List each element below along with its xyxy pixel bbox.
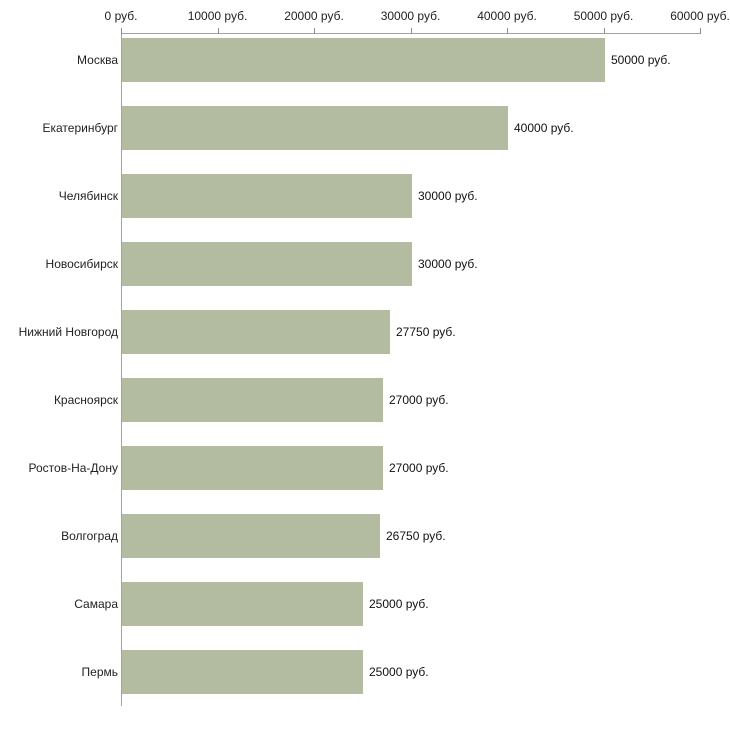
bar	[122, 106, 508, 150]
category-label: Москва	[77, 53, 118, 67]
x-tick-label: 20000 руб.	[284, 9, 344, 23]
category-label: Пермь	[81, 665, 118, 679]
value-label: 25000 руб.	[369, 665, 429, 679]
category-label: Красноярск	[53, 393, 118, 407]
x-tick-mark	[121, 28, 122, 34]
x-tick-mark	[217, 28, 219, 34]
x-tick-mark	[507, 28, 508, 34]
bar	[122, 174, 412, 218]
x-tick-label: 10000 руб.	[187, 9, 248, 23]
bar	[122, 310, 390, 354]
x-tick-label: 50000 руб.	[573, 9, 634, 23]
category-label: Нижний Новгород	[18, 325, 118, 339]
bar	[122, 242, 412, 286]
x-tick-label: 60000 руб.	[670, 9, 730, 23]
x-tick-label: 30000 руб.	[380, 9, 441, 23]
value-label: 30000 руб.	[418, 257, 478, 271]
bar	[122, 650, 363, 694]
x-tick-mark	[314, 28, 315, 34]
value-label: 50000 руб.	[611, 53, 671, 67]
value-label: 26750 руб.	[386, 529, 446, 543]
value-label: 27000 руб.	[389, 393, 449, 407]
bar	[122, 514, 380, 558]
x-tick-label: 0 руб.	[104, 9, 138, 23]
x-tick-label: 40000 руб.	[477, 9, 537, 23]
category-label: Самара	[74, 597, 118, 611]
bar	[122, 582, 363, 626]
bar	[122, 38, 605, 82]
category-label: Екатеринбург	[42, 121, 119, 135]
value-label: 27750 руб.	[396, 325, 456, 339]
bar	[122, 378, 383, 422]
category-label: Челябинск	[58, 189, 118, 203]
value-label: 27000 руб.	[389, 461, 449, 475]
category-label: Ростов-На-Дону	[28, 461, 118, 475]
value-label: 40000 руб.	[514, 121, 574, 135]
category-label: Волгоград	[61, 529, 118, 543]
x-tick-mark	[603, 28, 605, 34]
x-tick-mark	[700, 28, 701, 34]
category-label: Новосибирск	[45, 257, 118, 271]
value-label: 30000 руб.	[418, 189, 478, 203]
y-axis-line	[121, 33, 122, 706]
x-tick-mark	[410, 28, 412, 34]
bar	[122, 446, 383, 490]
value-label: 25000 руб.	[369, 597, 429, 611]
